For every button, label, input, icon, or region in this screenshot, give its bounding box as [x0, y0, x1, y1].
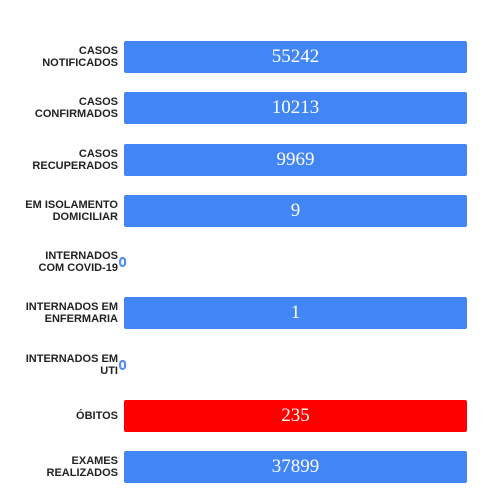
label-line: NOTIFICADOS: [42, 57, 118, 69]
label-line: UTI: [100, 364, 118, 377]
label-line: ÓBITOS: [76, 409, 118, 422]
label-line: EXAMES: [71, 455, 118, 467]
label-line: CASOS: [78, 147, 118, 160]
label-line: ENFERMARIA: [44, 313, 118, 326]
label-line: DOMICILIAR: [52, 210, 118, 223]
row-label: EXAMES REALIZADOS: [0, 455, 119, 479]
value-box: 37899: [124, 451, 467, 483]
row-label: INTERNADOS EM ENFERMARIA: [0, 301, 118, 325]
label-line: CONFIRMADOS: [34, 108, 118, 121]
row-label: CASOS NOTIFICADOS: [0, 45, 118, 69]
value-box: 1: [124, 297, 467, 330]
value-text: 0: [118, 254, 127, 270]
row-label: CASOS CONFIRMADOS: [0, 96, 118, 120]
value-text: 0: [118, 357, 127, 373]
label-line: INTERNADOS: [45, 250, 118, 262]
row-label: ÓBITOS: [0, 410, 118, 422]
row-label: EM ISOLAMENTO DOMICILIAR: [0, 199, 118, 223]
value-box: 9969: [124, 143, 467, 176]
value-box: 235: [124, 399, 467, 432]
row-label: INTERNADOS EM UTI: [0, 353, 118, 377]
label-line: COM COVID-19: [38, 262, 118, 274]
label-line: EM ISOLAMENTO: [25, 198, 118, 211]
row-label: INTERNADOS COM COVID-19: [0, 250, 118, 274]
value-box: 9: [124, 194, 467, 227]
value-box: 55242: [124, 41, 467, 73]
label-line: RECUPERADOS: [32, 159, 118, 172]
row-label: CASOS RECUPERADOS: [0, 148, 118, 172]
label-line: INTERNADOS EM: [25, 352, 118, 365]
label-line: INTERNADOS EM: [25, 301, 118, 314]
label-line: CASOS: [78, 45, 118, 57]
value-box: 10213: [124, 92, 467, 125]
label-line: CASOS: [78, 96, 118, 109]
label-line: REALIZADOS: [46, 467, 119, 479]
